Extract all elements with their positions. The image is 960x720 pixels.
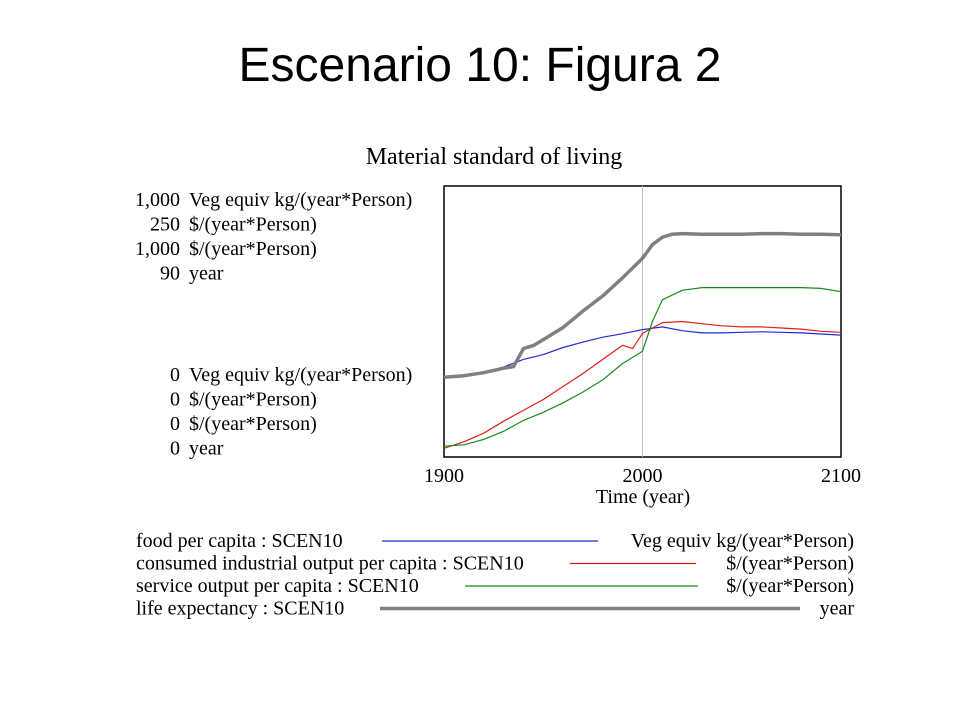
- scale-min-label-2: 0: [170, 413, 180, 435]
- scale-max-label-3: 90: [160, 263, 180, 285]
- scale-unit-top-3: year: [189, 263, 224, 285]
- series-line-3: [443, 231, 842, 379]
- legend-series-unit-1: $/(year*Person): [726, 553, 854, 575]
- scale-unit-top-1: $/(year*Person): [189, 214, 317, 236]
- scale-unit-bottom-1: $/(year*Person): [189, 389, 317, 411]
- series-line-1: [443, 320, 842, 449]
- slide-title: Escenario 10: Figura 2: [238, 39, 722, 92]
- legend-series-name-1: consumed industrial output per capita : …: [136, 553, 524, 575]
- x-tick-label-0: 1900: [424, 465, 464, 487]
- series-line-2: [443, 287, 842, 447]
- scale-unit-bottom-3: year: [189, 438, 224, 460]
- axis-scale-labels: 1,000 Veg equiv kg/(year*Person) 0 Veg equi…: [135, 189, 412, 460]
- scale-min-label-1: 0: [170, 389, 180, 411]
- scale-max-label-2: 1,000: [135, 238, 180, 260]
- scale-max-label-0: 1,000: [135, 189, 180, 211]
- legend-series-name-3: life expectancy : SCEN10: [136, 598, 344, 620]
- scale-min-label-3: 0: [170, 438, 180, 460]
- scale-unit-bottom-2: $/(year*Person): [189, 413, 317, 435]
- series-line-0: [443, 326, 842, 379]
- scale-unit-top-0: Veg equiv kg/(year*Person): [189, 189, 412, 211]
- legend: food per capita : SCEN10 Veg equiv kg/(ye…: [136, 530, 854, 620]
- legend-series-name-0: food per capita : SCEN10: [136, 530, 343, 552]
- chart-title: Material standard of living: [366, 144, 623, 170]
- x-axis-label: Time (year): [596, 486, 690, 508]
- x-tick-label-2: 2100: [821, 465, 861, 487]
- scale-min-label-0: 0: [170, 364, 180, 386]
- legend-series-unit-0: Veg equiv kg/(year*Person): [631, 530, 854, 552]
- x-axis-ticks: 1900 2000 2100: [424, 465, 861, 487]
- plot-area: [443, 185, 842, 458]
- legend-series-unit-3: year: [820, 598, 855, 620]
- legend-series-unit-2: $/(year*Person): [726, 575, 854, 597]
- legend-series-name-2: service output per capita : SCEN10: [136, 575, 419, 597]
- x-tick-label-1: 2000: [623, 465, 663, 487]
- scale-unit-bottom-0: Veg equiv kg/(year*Person): [189, 364, 412, 386]
- scale-unit-top-2: $/(year*Person): [189, 238, 317, 260]
- scale-max-label-1: 250: [150, 214, 180, 236]
